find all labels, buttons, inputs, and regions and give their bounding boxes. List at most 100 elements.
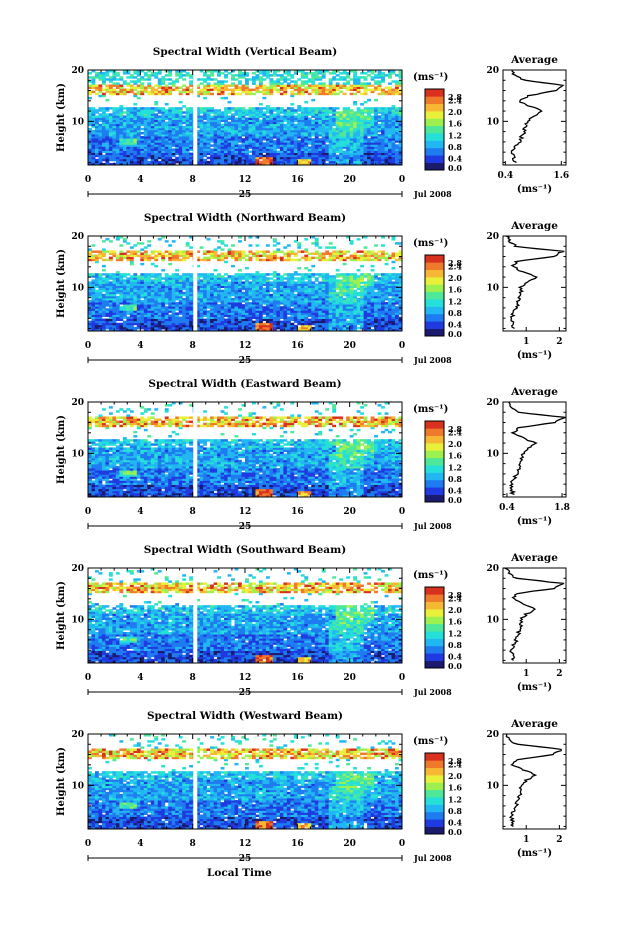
heatmap-cell bbox=[133, 103, 137, 105]
heatmap-cell bbox=[290, 74, 294, 76]
heatmap-cell bbox=[290, 84, 294, 86]
heatmap-cell bbox=[228, 248, 232, 250]
heatmap-cell bbox=[259, 273, 263, 275]
heatmap-cells bbox=[88, 70, 402, 165]
heatmap-cell bbox=[339, 91, 343, 93]
heatmap-cell bbox=[301, 80, 305, 82]
heatmap-cell bbox=[311, 138, 315, 140]
heatmap-cell bbox=[214, 78, 218, 80]
heatmap-cell bbox=[378, 124, 382, 126]
heatmap-cell bbox=[367, 107, 371, 109]
heatmap-cell bbox=[140, 76, 144, 78]
heatmap-cell bbox=[273, 107, 277, 109]
colorbar-segment bbox=[425, 111, 444, 119]
heatmap-cell bbox=[165, 273, 169, 275]
heatmap-cell bbox=[91, 130, 95, 132]
heatmap-cell bbox=[175, 78, 179, 80]
date-label: Jul 2008 bbox=[413, 189, 452, 199]
heatmap-cell bbox=[165, 74, 169, 76]
heatmap-cell bbox=[95, 255, 99, 257]
heatmap-cell bbox=[224, 253, 228, 255]
heatmap-cell bbox=[91, 279, 95, 281]
heatmap-cell bbox=[231, 113, 235, 115]
heatmap-cell bbox=[189, 107, 193, 109]
heatmap-cell bbox=[165, 103, 169, 105]
heatmap-cell bbox=[221, 124, 225, 126]
heatmap-cell bbox=[273, 250, 277, 252]
heatmap-cell bbox=[367, 82, 371, 84]
heatmap-cell bbox=[294, 109, 298, 111]
heatmap-cell bbox=[144, 78, 148, 80]
heatmap-cell bbox=[123, 321, 127, 323]
heatmap-cell bbox=[364, 76, 368, 78]
heatmap-cell bbox=[339, 111, 343, 113]
heatmap-cell bbox=[98, 72, 102, 74]
heatmap-cell bbox=[123, 115, 127, 117]
heatmap-cell bbox=[200, 89, 204, 91]
heatmap-cell bbox=[172, 159, 176, 161]
heatmap-cell bbox=[210, 107, 214, 109]
heatmap-cell bbox=[262, 97, 266, 99]
heatmap-cell bbox=[273, 140, 277, 142]
heatmap-cell bbox=[224, 277, 228, 279]
heatmap-cell bbox=[322, 82, 326, 84]
heatmap-cell bbox=[245, 72, 249, 74]
heatmap-cell bbox=[248, 250, 252, 252]
heatmap-cell bbox=[392, 80, 396, 82]
heatmap-cell bbox=[133, 87, 137, 89]
heatmap-cell bbox=[179, 317, 183, 319]
heatmap-cell bbox=[154, 113, 158, 115]
heatmap-cell bbox=[385, 91, 389, 93]
heatmap-cell bbox=[112, 82, 116, 84]
heatmap-cell bbox=[189, 250, 193, 252]
heatmap-cell bbox=[179, 250, 183, 252]
heatmap-cell bbox=[130, 107, 134, 109]
heatmap-cell bbox=[248, 89, 252, 91]
heatmap-cell bbox=[350, 93, 354, 95]
heatmap-cell bbox=[109, 273, 113, 275]
heatmap-cell bbox=[182, 78, 186, 80]
heatmap-cell bbox=[367, 74, 371, 76]
heatmap-cell bbox=[182, 273, 186, 275]
heatmap-cell bbox=[283, 109, 287, 111]
heatmap-cell bbox=[102, 248, 106, 250]
heatmap-cell bbox=[228, 275, 232, 277]
heatmap-cell bbox=[231, 107, 235, 109]
heatmap-cell bbox=[95, 84, 99, 86]
heatmap-cell bbox=[210, 250, 214, 252]
heatmap-cell bbox=[245, 267, 249, 269]
heatmap-cell bbox=[161, 107, 165, 109]
heatmap-cell bbox=[371, 76, 375, 78]
heatmap-cell bbox=[221, 97, 225, 99]
heatmap-cell bbox=[374, 99, 378, 101]
heatmap-cell bbox=[137, 78, 141, 80]
heatmap-cell bbox=[200, 107, 204, 109]
heatmap-cell bbox=[259, 259, 263, 261]
heatmap-cell bbox=[210, 144, 214, 146]
colorbar-segment bbox=[425, 141, 444, 149]
heatmap-cell bbox=[172, 240, 176, 242]
heatmap-cell bbox=[182, 298, 186, 300]
heatmap-cell bbox=[147, 74, 151, 76]
heatmap-cell bbox=[269, 281, 273, 283]
heatmap-cell bbox=[266, 255, 270, 257]
heatmap-cell bbox=[200, 246, 204, 248]
heatmap-cell bbox=[231, 250, 235, 252]
panel-title: Spectral Width (Northward Beam) bbox=[144, 212, 346, 224]
heatmap-cell bbox=[273, 279, 277, 281]
heatmap-cell bbox=[91, 244, 95, 246]
heatmap-cell bbox=[336, 93, 340, 95]
heatmap-cell bbox=[147, 91, 151, 93]
heatmap-cell bbox=[374, 74, 378, 76]
heatmap-cell bbox=[189, 246, 193, 248]
heatmap-cell bbox=[161, 269, 165, 271]
heatmap-cell bbox=[224, 273, 228, 275]
heatmap-cell bbox=[353, 101, 357, 103]
heatmap-cell bbox=[119, 105, 123, 107]
heatmap-cell bbox=[200, 78, 204, 80]
heatmap-cell bbox=[158, 78, 162, 80]
heatmap-cell bbox=[172, 148, 176, 150]
heatmap-cell bbox=[175, 269, 179, 271]
y-tick-label: 20 bbox=[71, 66, 84, 76]
heatmap-cell bbox=[276, 74, 280, 76]
